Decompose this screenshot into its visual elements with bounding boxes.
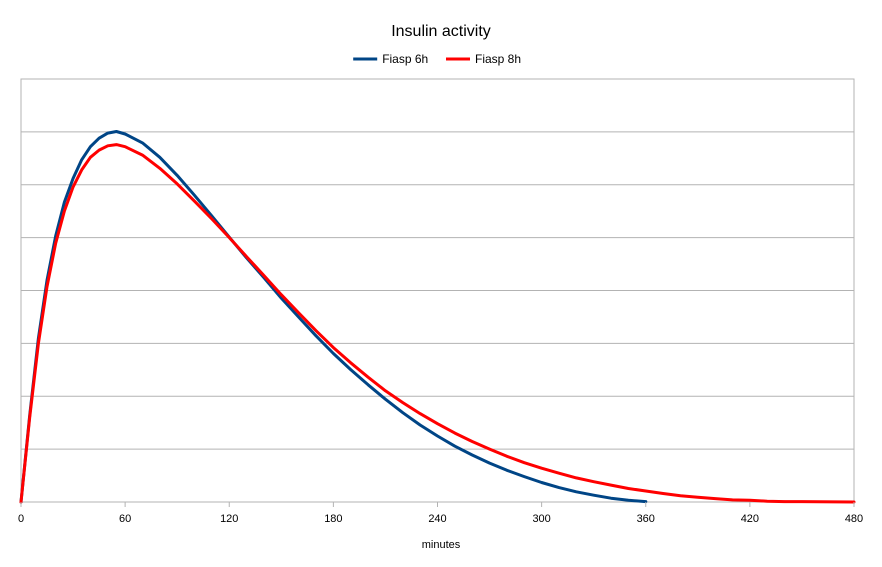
- legend-item-fiasp-8h: Fiasp 8h: [446, 52, 521, 66]
- series-line-fiasp-8h: [19, 143, 856, 504]
- x-tick-label: 240: [428, 513, 446, 525]
- x-tick-label: 120: [220, 513, 238, 525]
- x-tick-label: 480: [845, 513, 863, 525]
- legend-item-fiasp-6h: Fiasp 6h: [353, 52, 428, 66]
- x-tick-label: 300: [532, 513, 550, 525]
- x-tick-label: 420: [741, 513, 759, 525]
- chart-legend: Fiasp 6h Fiasp 8h: [353, 52, 521, 66]
- series-lines: [19, 130, 856, 504]
- legend-label: Fiasp 8h: [475, 52, 521, 66]
- x-axis: 0 60 120 180 240 300 360 420 480: [18, 502, 863, 525]
- x-tick-label: 360: [637, 513, 655, 525]
- chart-title: Insulin activity: [391, 23, 491, 40]
- x-tick-label: 0: [18, 513, 24, 525]
- series-line-fiasp-6h: [19, 130, 648, 504]
- gridlines: [21, 131, 854, 450]
- x-tick-label: 60: [119, 513, 131, 525]
- x-tick-label: 180: [324, 513, 342, 525]
- legend-label: Fiasp 6h: [382, 52, 428, 66]
- x-axis-label: minutes: [422, 539, 461, 551]
